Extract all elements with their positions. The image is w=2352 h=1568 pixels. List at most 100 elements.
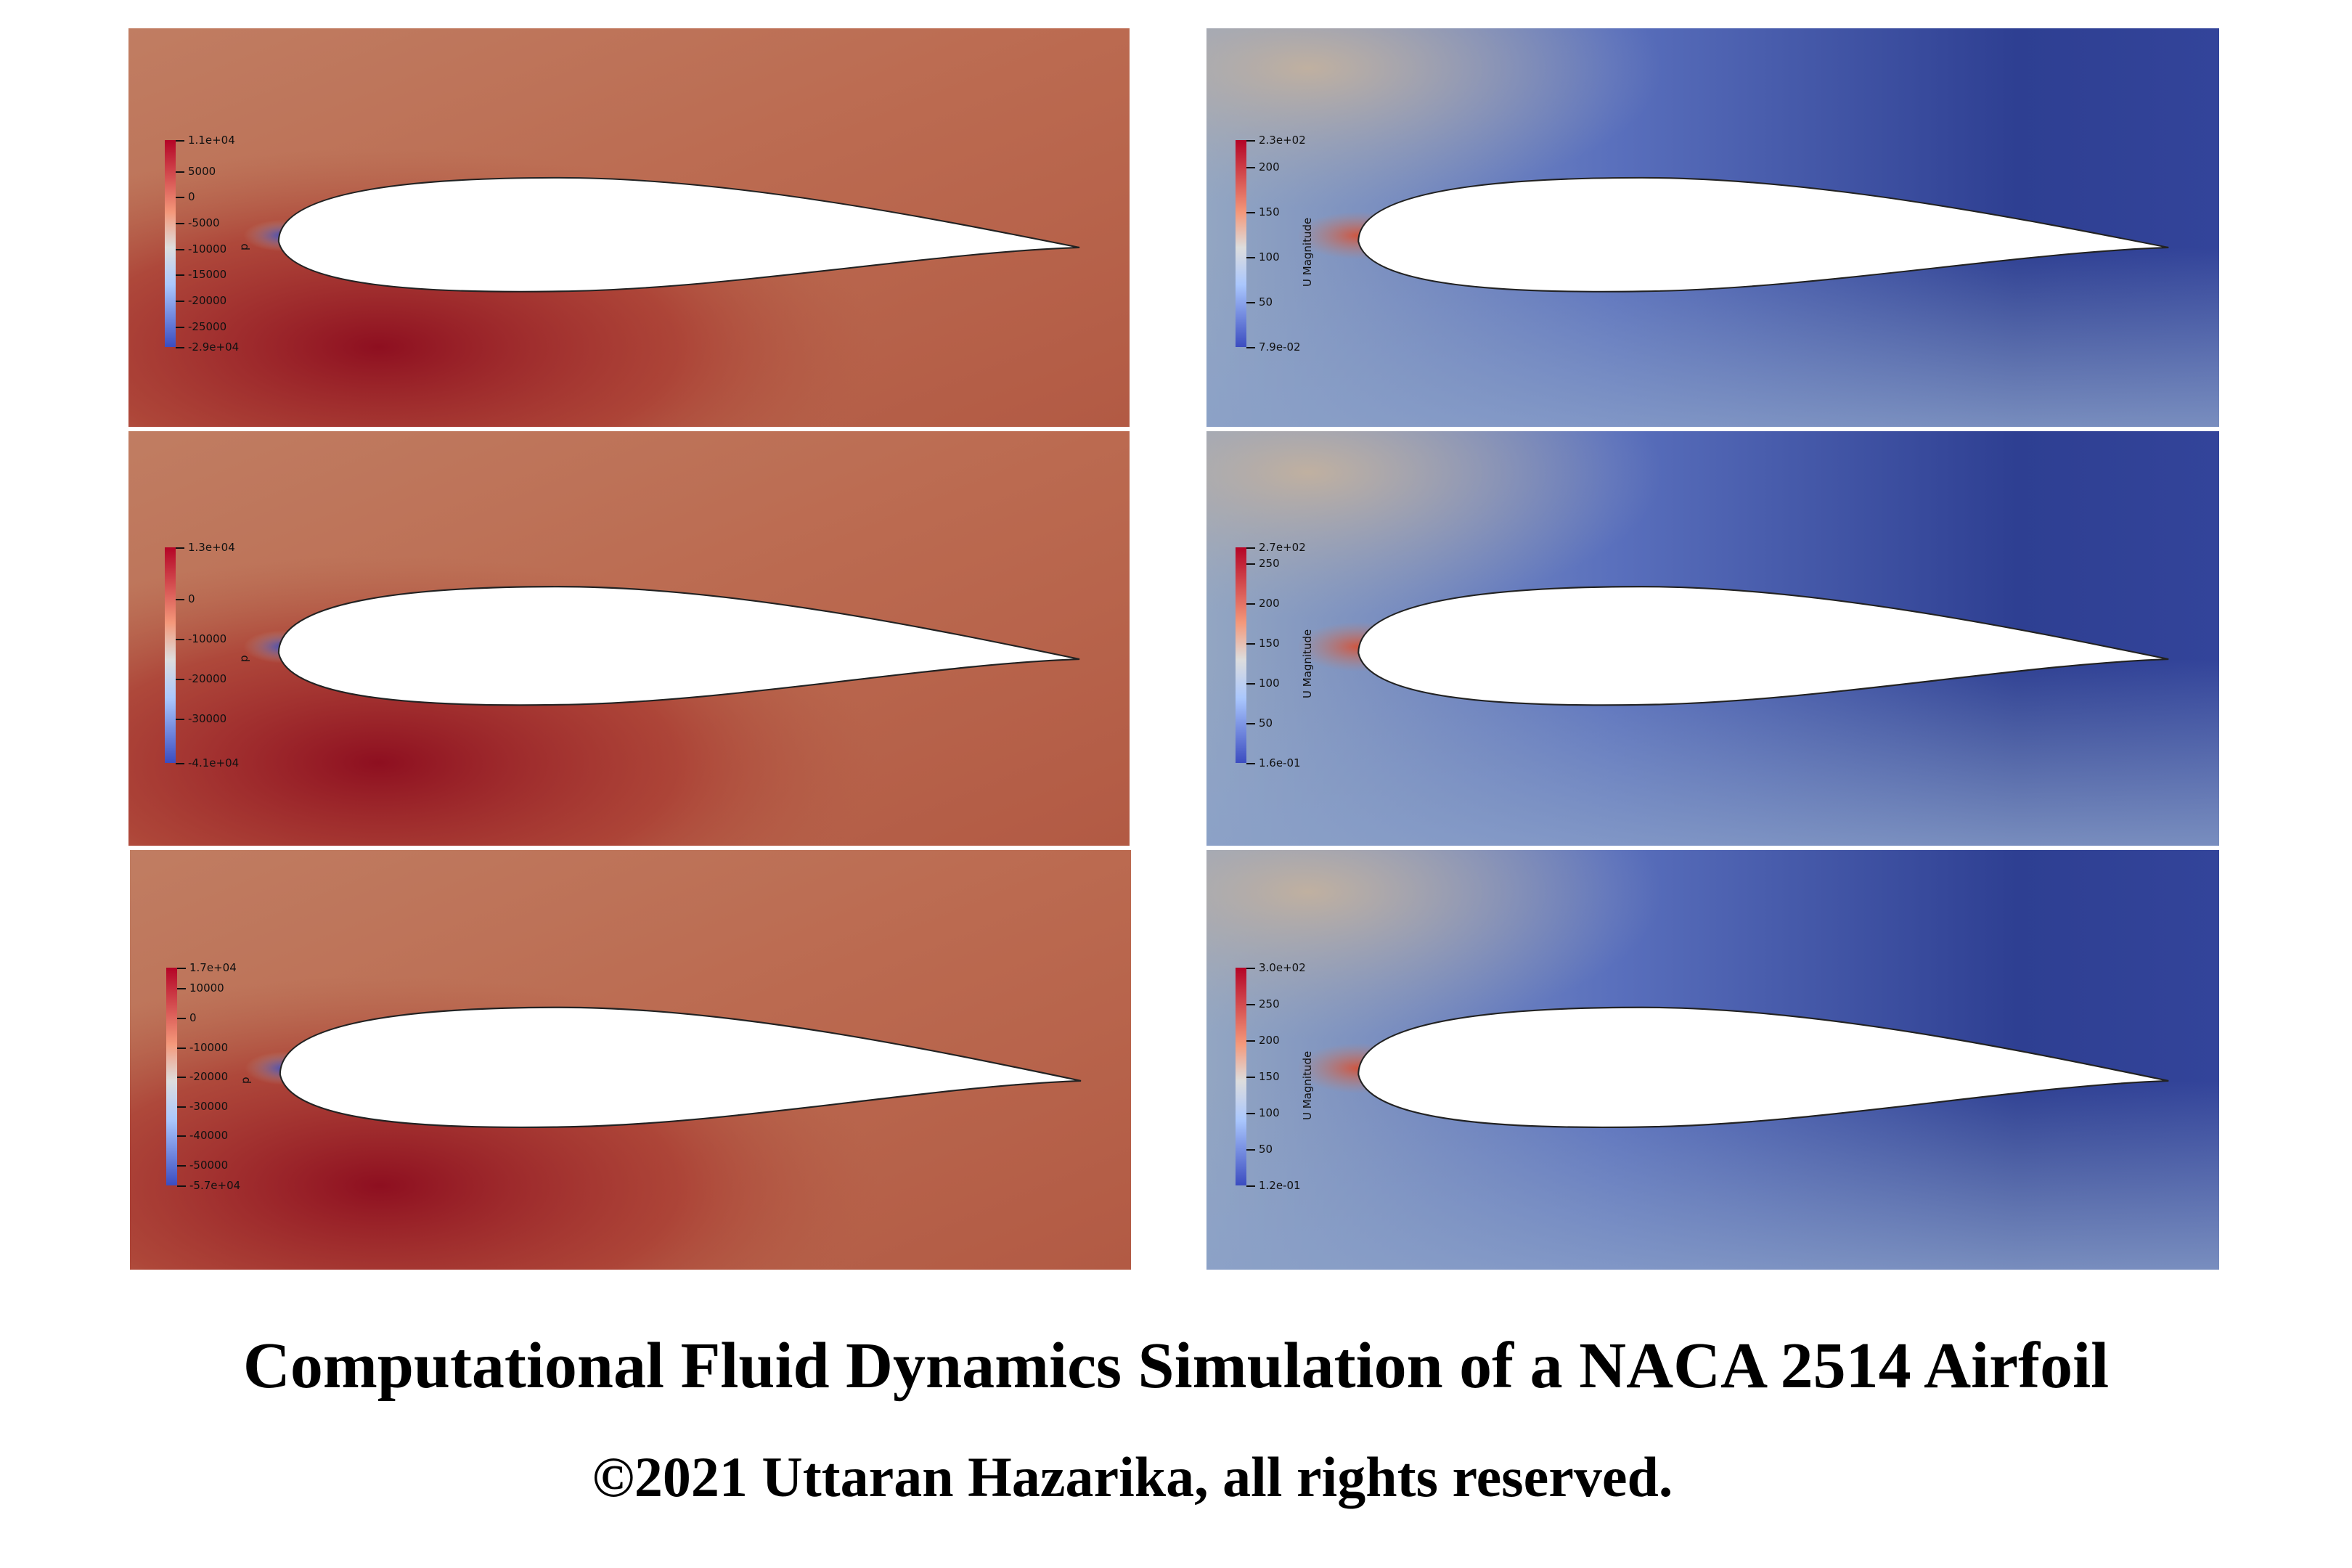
- colorbar-tick: [1246, 139, 1255, 142]
- colorbar-tick-label: -2.9e+04: [188, 340, 240, 354]
- velocity-field: [1206, 850, 2219, 1270]
- colorbar-tick: [1246, 212, 1255, 214]
- colorbar: [1236, 139, 1246, 348]
- colorbar-tick-label: 50: [1259, 716, 1273, 730]
- colorbar-tick-label: 150: [1259, 636, 1280, 650]
- colorbar-tick-label: 150: [1259, 205, 1280, 219]
- colorbar-tick-label: -40000: [189, 1129, 229, 1143]
- colorbar-tick-label: 100: [1259, 1106, 1280, 1120]
- colorbar-tick-label: 0: [188, 592, 195, 606]
- colorbar-tick: [1246, 1003, 1255, 1005]
- colorbar-tick-label: 100: [1259, 676, 1280, 690]
- colorbar: [1236, 547, 1246, 763]
- colorbar-tick-label: 1.6e-01: [1259, 756, 1301, 769]
- colorbar-tick: [1246, 563, 1255, 565]
- colorbar-tick-label: 1.7e+04: [189, 960, 237, 974]
- colorbar-tick-label: 2.7e+02: [1259, 540, 1306, 554]
- colorbar-tick: [176, 639, 184, 641]
- colorbar-tick-label: -4.1e+04: [188, 756, 240, 769]
- colorbar-tick-label: -5.7e+04: [189, 1179, 241, 1193]
- velocity-field: [1206, 431, 2219, 846]
- pressure-field: [128, 431, 1130, 846]
- colorbar-tick: [176, 300, 184, 302]
- colorbar-tick-label: 50: [1259, 295, 1273, 309]
- colorbar-tick-label: 3.0e+02: [1259, 960, 1306, 974]
- colorbar-tick-label: 100: [1259, 250, 1280, 264]
- colorbar-tick-label: 1.3e+04: [188, 540, 235, 554]
- colorbar-tick: [177, 967, 186, 969]
- colorbar-tick-label: 0: [188, 190, 195, 204]
- colorbar-tick: [1246, 642, 1255, 645]
- colorbar-tick: [1246, 682, 1255, 685]
- colorbar-tick: [1246, 603, 1255, 605]
- colorbar-tick: [177, 1106, 186, 1108]
- colorbar-title: p: [239, 1077, 252, 1085]
- colorbar-tick-label: 150: [1259, 1070, 1280, 1084]
- colorbar-tick-label: -20000: [188, 672, 227, 686]
- velocity-plot-4: 2.7e+02 250 200 150 100 50 1.6e-01 U Magnitude: [1206, 431, 2219, 846]
- colorbar-tick: [1246, 762, 1255, 764]
- colorbar-tick: [177, 1135, 186, 1138]
- colorbar-tick: [1246, 1077, 1255, 1079]
- colorbar-tick-label: 200: [1259, 596, 1280, 610]
- colorbar-tick: [176, 599, 184, 601]
- colorbar-tick: [1246, 547, 1255, 549]
- colorbar-tick: [176, 222, 184, 224]
- colorbar-tick-label: -30000: [188, 712, 227, 726]
- colorbar-tick: [176, 248, 184, 250]
- colorbar-tick: [1246, 166, 1255, 168]
- colorbar-tick-label: 0: [189, 1010, 197, 1024]
- colorbar-tick: [1246, 1113, 1255, 1115]
- colorbar-tick: [176, 197, 184, 199]
- colorbar-tick: [177, 1164, 186, 1167]
- colorbar-tick-label: 1.1e+04: [188, 133, 235, 147]
- airfoil-shape: [1357, 176, 2169, 293]
- colorbar-tick: [1246, 257, 1255, 259]
- colorbar-tick: [177, 988, 186, 990]
- airfoil-shape: [279, 1006, 1082, 1129]
- airfoil-shape: [277, 176, 1080, 293]
- pressure-field: [130, 850, 1131, 1270]
- colorbar-title: p: [237, 655, 250, 663]
- colorbar-tick: [177, 1017, 186, 1019]
- colorbar: [166, 967, 177, 1186]
- colorbar-tick: [176, 171, 184, 173]
- colorbar-tick-label: -20000: [188, 293, 227, 307]
- airfoil-shape: [1357, 1006, 2169, 1129]
- colorbar-tick-label: 1.2e-01: [1259, 1179, 1301, 1193]
- colorbar-tick-label: 250: [1259, 556, 1280, 570]
- colorbar-tick-label: -5000: [188, 216, 220, 229]
- colorbar: [165, 547, 176, 763]
- colorbar-tick: [176, 762, 184, 764]
- colorbar-tick: [177, 1185, 186, 1188]
- colorbar-tick: [176, 719, 184, 721]
- colorbar-title: p: [237, 243, 250, 251]
- airfoil-shape: [1357, 586, 2169, 706]
- colorbar: [1236, 967, 1246, 1186]
- colorbar-tick-label: 2.3e+02: [1259, 133, 1306, 147]
- pressure-plot-3: 1.3e+04 0 -10000 -20000 -30000 -4.1e+04 p: [128, 431, 1130, 846]
- colorbar-tick-label: 10000: [189, 981, 224, 995]
- colorbar-tick: [176, 679, 184, 681]
- colorbar-tick: [1246, 967, 1255, 969]
- pressure-plot-5: 1.7e+04 10000 0 -10000 -20000 -30000 -40000 -50…: [130, 850, 1131, 1270]
- colorbar-tick-label: 200: [1259, 1034, 1280, 1048]
- airfoil-shape: [277, 586, 1080, 706]
- pressure-field: [128, 28, 1130, 427]
- colorbar-tick-label: -10000: [189, 1040, 229, 1054]
- page-title: Computational Fluid Dynamics Simulation …: [242, 1330, 2110, 1402]
- colorbar-tick: [176, 347, 184, 349]
- colorbar-title: U Magnitude: [1301, 629, 1314, 699]
- colorbar-tick-label: -25000: [188, 319, 227, 333]
- colorbar-tick-label: -10000: [188, 242, 227, 256]
- colorbar-tick-label: 250: [1259, 997, 1280, 1010]
- colorbar-tick: [1246, 722, 1255, 724]
- velocity-plot-2: 2.3e+02 200 150 100 50 7.9e-02 U Magnitude: [1206, 28, 2219, 427]
- colorbar-tick: [176, 274, 184, 277]
- colorbar-tick: [1246, 1185, 1255, 1188]
- velocity-plot-6: 3.0e+02 250 200 150 100 50 1.2e-01 U Magnitude: [1206, 850, 2219, 1270]
- colorbar-title: U Magnitude: [1301, 1050, 1314, 1121]
- colorbar: [165, 139, 176, 348]
- colorbar-title: U Magnitude: [1301, 218, 1314, 287]
- velocity-field: [1206, 28, 2219, 427]
